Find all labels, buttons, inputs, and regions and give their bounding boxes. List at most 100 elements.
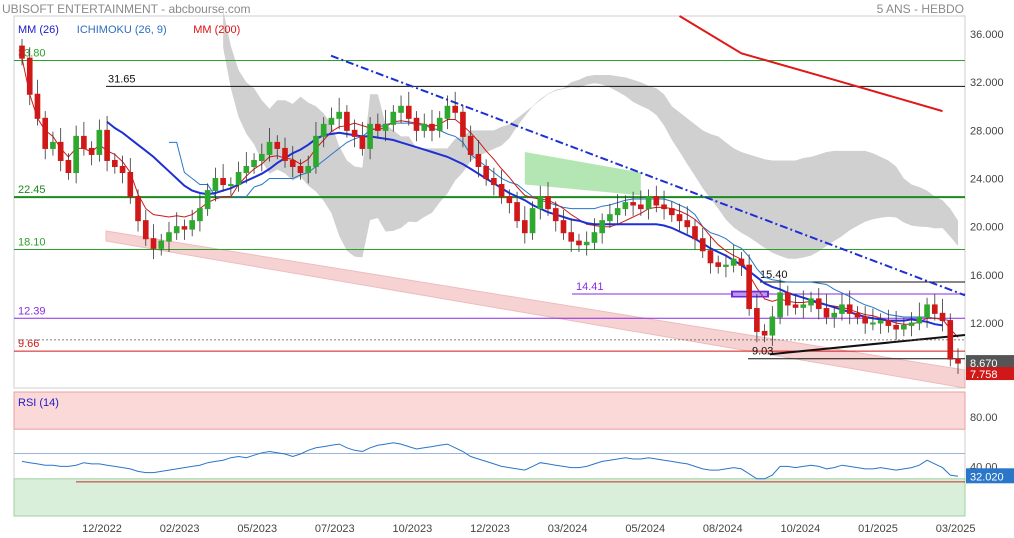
candle-body [189, 220, 196, 230]
candle-body [947, 320, 954, 360]
legend-item: MM (200) [193, 24, 240, 36]
candle-body [282, 147, 288, 161]
candle-body [560, 220, 567, 234]
y-tick-label: 36.000 [970, 29, 1004, 41]
candle-body [483, 165, 489, 180]
candle-body [104, 129, 110, 161]
candle-body [877, 320, 884, 324]
candle-body [320, 123, 327, 137]
candle-body [893, 324, 899, 330]
candle-body [382, 123, 389, 131]
candle-body [754, 308, 760, 332]
candle-body [784, 292, 791, 306]
x-tick-label: 07/2023 [315, 523, 355, 535]
candle-body [653, 196, 660, 206]
candle-body [955, 358, 961, 364]
candle-body [808, 298, 814, 306]
candle-body [645, 196, 652, 210]
level-label: 9.66 [18, 338, 39, 350]
rsi-value-tag [966, 468, 1014, 484]
candle-body [846, 304, 853, 314]
candle-body [57, 141, 64, 161]
candle-body [545, 196, 551, 210]
rsi-line [21, 442, 959, 480]
candle-body [197, 208, 203, 222]
y-tick-label: 20.000 [970, 222, 1004, 234]
candle-body [692, 226, 698, 240]
level-label: 9.03 [752, 346, 773, 358]
candle-body [870, 322, 876, 325]
candle-body [212, 178, 219, 192]
candle-body [638, 204, 644, 210]
candle-body [699, 238, 706, 252]
candle-body [266, 141, 273, 155]
candle-body [158, 240, 165, 249]
candle-body [88, 147, 95, 155]
candle-body [583, 241, 590, 246]
candle-body [135, 196, 141, 222]
candle-body [800, 304, 807, 308]
candle-body [452, 105, 459, 113]
x-tick-label: 03/2025 [936, 523, 976, 535]
x-tick-label: 05/2023 [237, 523, 277, 535]
candle-body [498, 184, 505, 198]
level-label: 14.41 [576, 281, 604, 293]
level-label: 18.10 [18, 237, 46, 249]
candle-body [885, 320, 892, 326]
candle-body [235, 172, 242, 186]
candle-body [931, 304, 938, 314]
candle-body [26, 57, 33, 95]
candle-body [405, 105, 412, 119]
candle-body [537, 196, 544, 210]
y-tick-label: 12.000 [970, 318, 1004, 330]
candle-body [65, 159, 72, 174]
candle-body [305, 165, 312, 174]
price-panel-frame [13, 15, 966, 389]
support-trendline [769, 334, 966, 356]
level-label: 15.40 [760, 269, 788, 281]
y-tick-label: 24.000 [970, 174, 1004, 186]
candle-body [730, 258, 737, 266]
candle-body [924, 304, 930, 318]
candle-body [204, 190, 211, 210]
candle-body [684, 220, 691, 228]
ma200-line [679, 15, 943, 113]
candle-body [81, 135, 87, 149]
x-tick-label: 01/2025 [858, 523, 898, 535]
candle-body [676, 214, 683, 222]
candle-body [460, 111, 466, 137]
candle-body [792, 304, 799, 308]
downtrend-line [330, 54, 966, 297]
candle-body [444, 105, 451, 119]
candle-body [738, 258, 745, 266]
candle-body [622, 202, 629, 210]
candle-body [421, 123, 428, 131]
level-label: 12.39 [18, 305, 46, 317]
candle-body [344, 111, 350, 131]
rsi-y-tick-label: 80.00 [970, 412, 998, 424]
candle-body [668, 208, 675, 216]
candle-body [220, 178, 226, 186]
low-price-tag [966, 367, 1014, 381]
ichimoku-cloud-bullish [524, 152, 641, 196]
candle-body [901, 324, 907, 330]
candle-body [73, 135, 79, 174]
candle-body [552, 208, 559, 222]
x-tick-label: 12/2023 [470, 523, 510, 535]
x-tick-label: 10/2024 [781, 523, 821, 535]
candle-body [127, 172, 134, 198]
candle-body [243, 165, 250, 174]
candle-body [181, 226, 188, 230]
y-tick-label: 16.000 [970, 270, 1004, 282]
candle-body [228, 184, 234, 187]
candle-body [398, 105, 404, 113]
candle-body [429, 123, 435, 131]
candle-body [916, 316, 923, 324]
candle-body [173, 226, 180, 234]
candle-body [761, 330, 768, 336]
candle-body [375, 123, 381, 131]
candle-body [50, 141, 56, 149]
candle-body [614, 208, 621, 216]
candle-body [336, 111, 342, 119]
candle-body [529, 208, 536, 234]
